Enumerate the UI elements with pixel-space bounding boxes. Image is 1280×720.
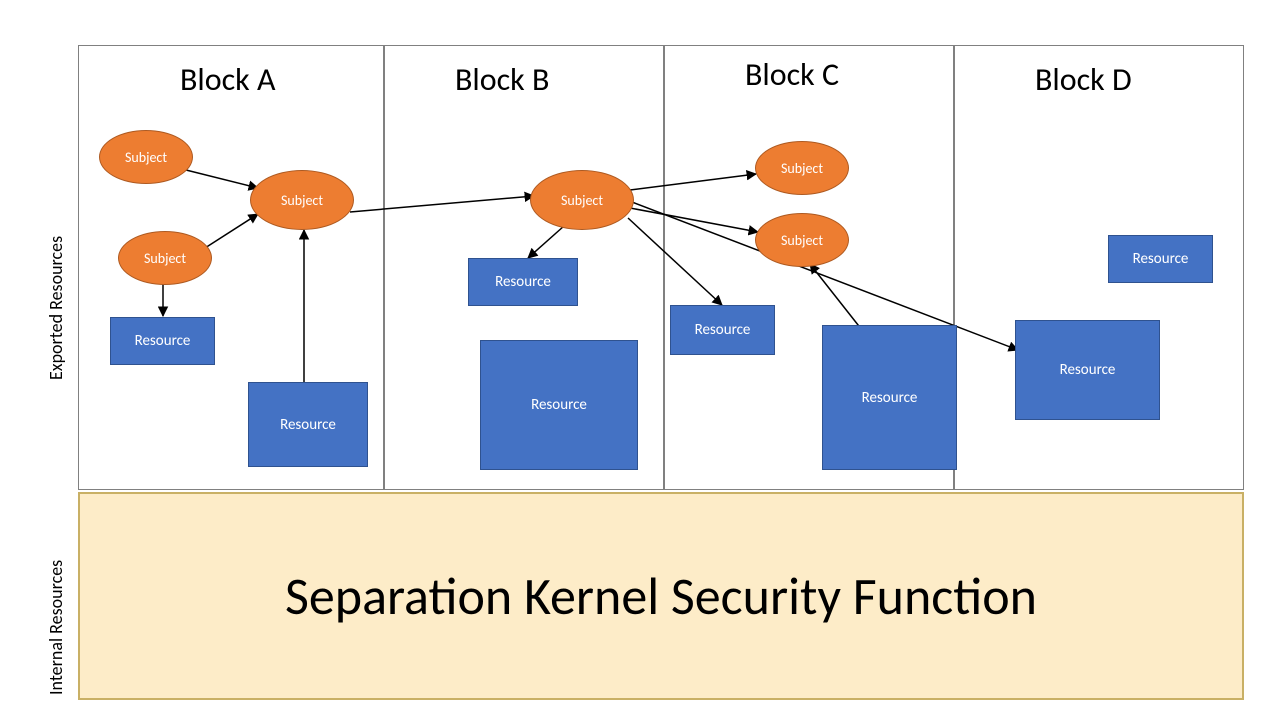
- resource-node: Resource: [1015, 320, 1160, 420]
- resource-node: Resource: [1108, 235, 1213, 283]
- label-exported-resources: Exported Resources: [45, 236, 67, 380]
- kernel-box: Separation Kernel Security Function: [78, 492, 1244, 700]
- resource-node: Resource: [468, 258, 578, 306]
- resource-node: Resource: [248, 382, 368, 467]
- block-title-d: Block D: [1035, 60, 1132, 99]
- block-title-a: Block A: [180, 60, 275, 99]
- subject-node: Subject: [118, 231, 212, 285]
- subject-node: Subject: [250, 170, 354, 230]
- subject-node: Subject: [99, 130, 193, 184]
- resource-node: Resource: [480, 340, 638, 470]
- block-title-c: Block C: [745, 55, 839, 94]
- diagram-stage: Block A Block B Block C Block D Exported…: [0, 0, 1280, 720]
- subject-node: Subject: [530, 170, 634, 230]
- kernel-label: Separation Kernel Security Function: [285, 564, 1037, 628]
- label-internal-resources: Internal Resources: [45, 560, 67, 695]
- resource-node: Resource: [822, 325, 957, 470]
- block-title-b: Block B: [455, 60, 549, 99]
- resource-node: Resource: [670, 305, 775, 355]
- subject-node: Subject: [755, 213, 849, 267]
- subject-node: Subject: [755, 141, 849, 195]
- resource-node: Resource: [110, 317, 215, 365]
